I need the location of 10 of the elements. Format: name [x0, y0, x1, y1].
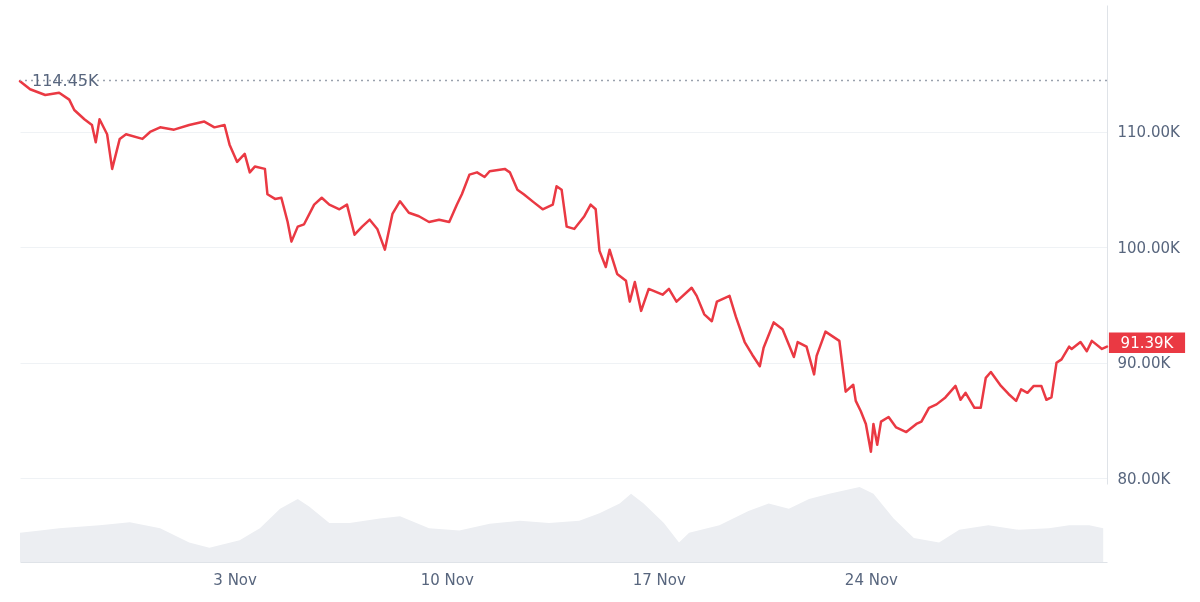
annotation: 91.39K — [1120, 333, 1175, 352]
y-tick-label: 110.00K — [1117, 123, 1181, 142]
x-tick-label: 17 Nov — [632, 570, 686, 589]
x-tick-label: 10 Nov — [420, 570, 474, 589]
x-tick-label: 3 Nov — [213, 570, 258, 589]
ref-line-label: 114.45K — [32, 70, 99, 90]
x-tick-label: 24 Nov — [844, 570, 899, 589]
y-tick-label: 80.00K — [1117, 469, 1172, 488]
y-tick-label: 100.00K — [1117, 238, 1181, 257]
y-tick-label: 90.00K — [1117, 354, 1172, 373]
